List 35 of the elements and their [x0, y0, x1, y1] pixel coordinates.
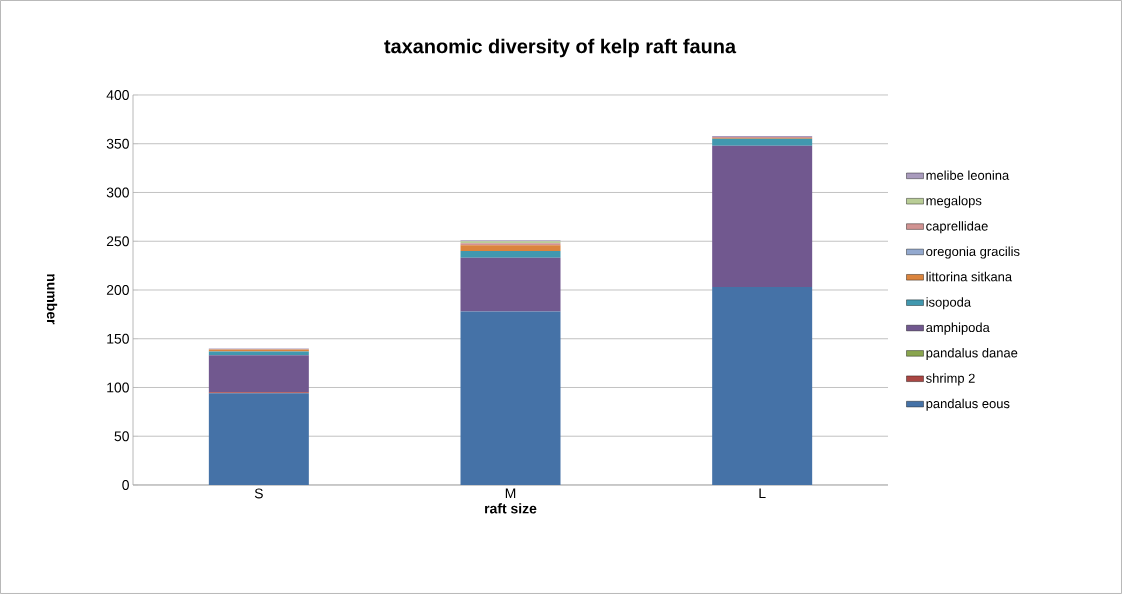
y-tick-label: 0: [122, 480, 129, 490]
y-tick-label: 50: [114, 431, 129, 442]
bar: [460, 311, 561, 485]
y-tick-label: 350: [106, 138, 129, 149]
x-tick-label: L: [759, 488, 766, 499]
legend-label: isopoda: [926, 297, 972, 310]
legend-label: pandalus danae: [926, 347, 1018, 361]
bar: [712, 138, 813, 146]
bar: [460, 245, 561, 251]
legend-label: shrimp 2: [926, 373, 975, 386]
legend-label: melibe leonina: [926, 170, 1010, 180]
legend-label: littorina sitkana: [926, 271, 1013, 282]
legend-label: megalops: [926, 195, 982, 208]
bar: [460, 250, 561, 258]
y-axis-title: number: [46, 274, 58, 325]
chart-title: taxanomic diversity of kelp raft fauna: [384, 38, 737, 58]
y-tick-label: 100: [107, 382, 129, 393]
legend-label: pandalus eous: [926, 398, 1010, 411]
x-tick-label: S: [254, 488, 263, 499]
x-tick-label: M: [505, 488, 516, 499]
bar: [208, 351, 309, 356]
bar: [712, 145, 813, 288]
y-tick-label: 400: [106, 90, 129, 100]
bar: [712, 287, 813, 485]
legend-label: caprellidae: [926, 221, 988, 234]
bar: [208, 393, 309, 485]
y-tick-label: 250: [106, 236, 129, 247]
y-tick-label: 200: [106, 285, 129, 295]
y-tick-label: 150: [107, 333, 129, 344]
bar: [460, 257, 561, 312]
legend-label: amphipoda: [926, 322, 990, 335]
bar: [208, 355, 309, 393]
legend-label: oregonia gracilis: [926, 246, 1020, 259]
y-tick-label: 300: [106, 187, 129, 198]
x-axis-title: raft size: [485, 503, 537, 514]
